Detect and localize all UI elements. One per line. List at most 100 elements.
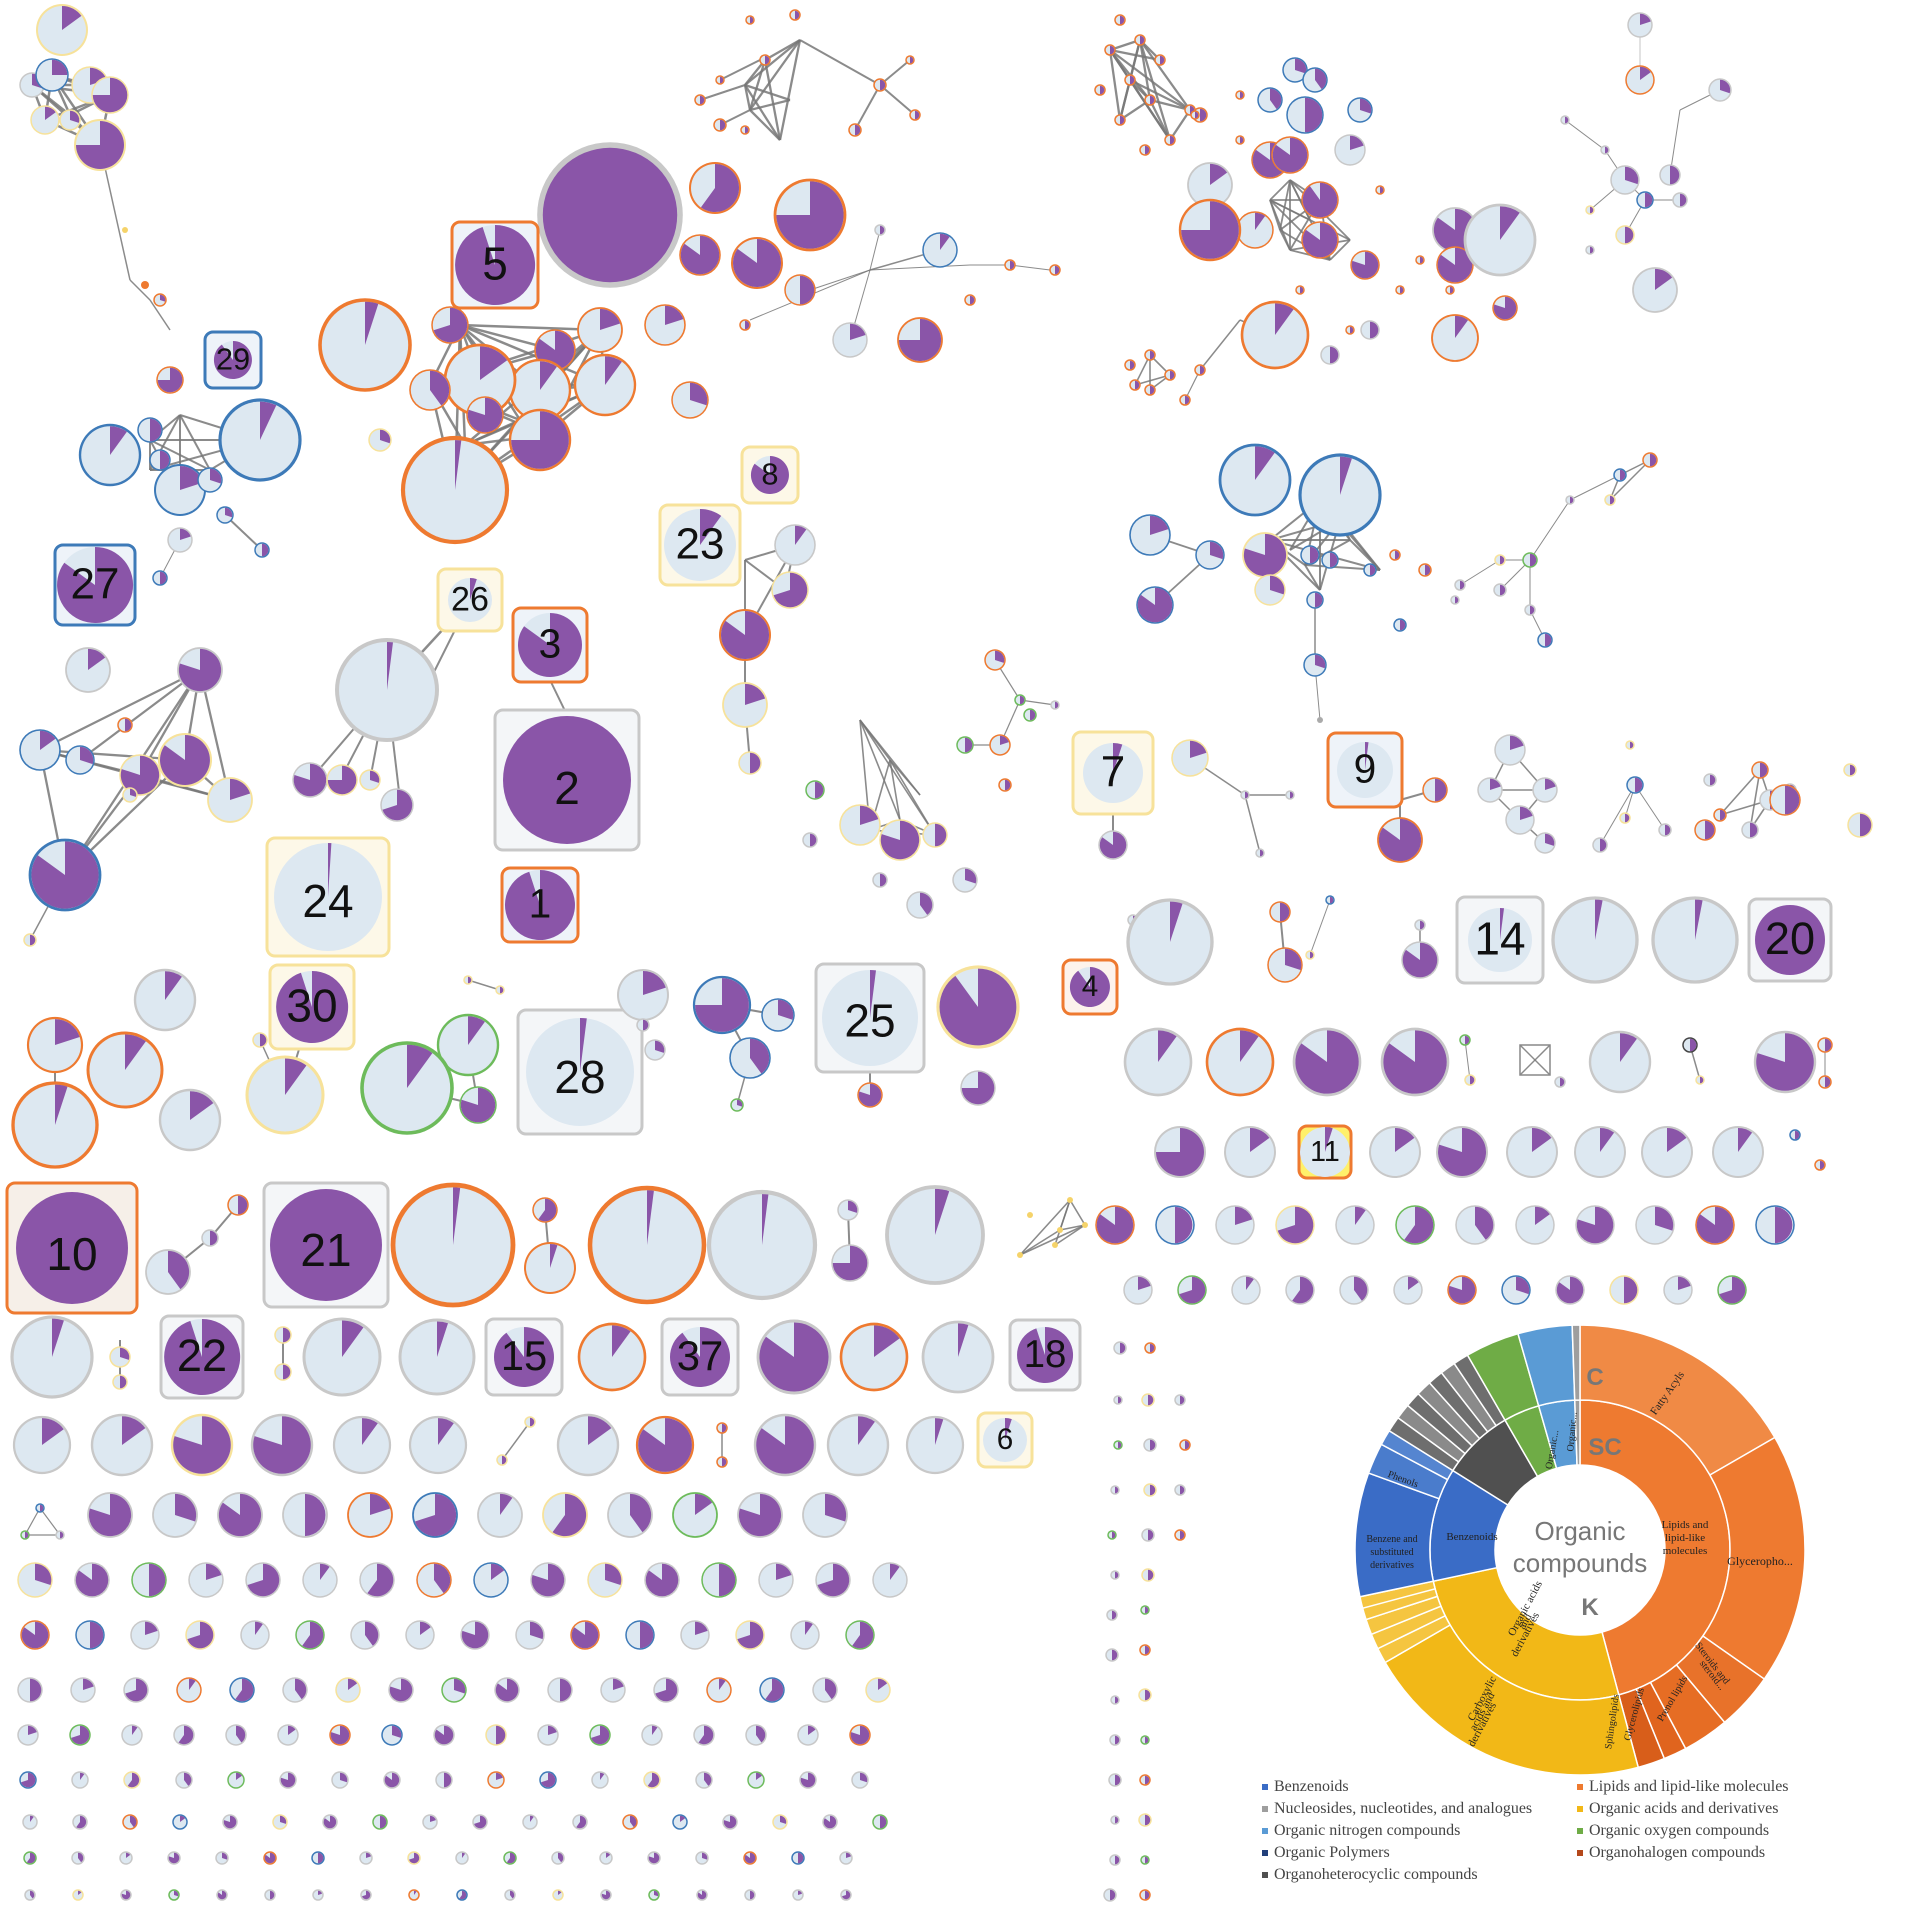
- network-node: [1236, 211, 1274, 249]
- network-node: [35, 1503, 45, 1513]
- network-node: [19, 729, 61, 771]
- network-node: [773, 178, 847, 252]
- network-node: [537, 1724, 559, 1746]
- network-node: [217, 1492, 263, 1538]
- network-node: [1814, 1159, 1826, 1171]
- network-node: [463, 975, 473, 985]
- network-node: [109, 1346, 131, 1368]
- network-node: [1321, 551, 1339, 569]
- network-node: [1194, 364, 1206, 376]
- network-node: [591, 1771, 609, 1789]
- network-node: [1658, 823, 1672, 837]
- network-node: [75, 1620, 105, 1650]
- network-node: [964, 294, 976, 306]
- network-node: [1267, 947, 1303, 983]
- network-edge: [854, 84, 881, 131]
- network-node: [1179, 1439, 1191, 1451]
- network-node: [335, 1677, 361, 1703]
- network-node: [19, 1771, 37, 1789]
- network-node: [1140, 1855, 1150, 1865]
- network-node: [784, 274, 816, 306]
- network-node: [1174, 1529, 1186, 1541]
- network-node: [91, 76, 129, 114]
- labeled-node-30: 30: [268, 963, 356, 1051]
- network-node: [1174, 1394, 1186, 1406]
- class-label-benzene: Benzene and: [1366, 1534, 1417, 1545]
- network-node: [485, 1724, 507, 1746]
- labeled-node-27: 27: [53, 543, 137, 627]
- network-node: [1418, 563, 1432, 577]
- network-node: [227, 1771, 245, 1789]
- network-node: [696, 1889, 708, 1901]
- network-node: [1138, 1813, 1152, 1827]
- network-node: [1302, 67, 1328, 93]
- node-label: 8: [761, 457, 778, 492]
- network-edge: [1109, 49, 1191, 111]
- node-label: 23: [676, 520, 725, 569]
- network-node: [1575, 1205, 1615, 1245]
- network-node: [1588, 1030, 1652, 1094]
- network-node: [1141, 1528, 1155, 1542]
- network-node: [55, 1530, 65, 1540]
- labeled-node-26: 26: [436, 567, 504, 633]
- network-node: [318, 298, 412, 392]
- network-node: [329, 1724, 351, 1746]
- network-node: [826, 1413, 890, 1477]
- network-node: [738, 751, 762, 775]
- network-node: [1445, 285, 1455, 295]
- network-node: [1113, 1341, 1127, 1355]
- sunburst-legend: Benzenoids Lipids and lipid-like molecule…: [1262, 1778, 1862, 1884]
- network-node: [587, 1185, 707, 1305]
- network-edge: [1564, 119, 1606, 151]
- network-edge: [809, 269, 871, 291]
- network-node: [1129, 514, 1171, 556]
- network-edge: [1309, 899, 1331, 956]
- network-node: [1298, 453, 1382, 537]
- legend-label: Lipids and lipid-like molecules: [1589, 1778, 1789, 1795]
- node-label: 22: [177, 1330, 227, 1381]
- superclass-label-lipids: molecules: [1663, 1545, 1708, 1557]
- network-node: [745, 15, 755, 25]
- legend-swatch: [1577, 1828, 1583, 1834]
- network-node: [745, 1724, 767, 1746]
- network-edge: [778, 39, 802, 141]
- network-node: [1174, 1484, 1186, 1496]
- network-node: [539, 1771, 557, 1789]
- network-node: [1235, 90, 1245, 100]
- network-node: [1642, 452, 1658, 468]
- network-edge: [1749, 769, 1761, 831]
- network-node: [441, 1677, 467, 1703]
- sunburst-center-label: Organic: [1534, 1516, 1625, 1546]
- network-edge: [501, 1421, 531, 1461]
- labeled-node-15: 15: [484, 1317, 564, 1397]
- network-node: [1023, 708, 1037, 722]
- network-node: [1257, 87, 1283, 113]
- network-node: [857, 1082, 883, 1108]
- network-node: [922, 822, 948, 848]
- network-node: [302, 1317, 382, 1397]
- network-node: [1114, 114, 1126, 126]
- network-edge: [1129, 79, 1171, 141]
- network-node: [173, 1724, 195, 1746]
- network-node: [1103, 1888, 1117, 1902]
- network-edge: [1118, 79, 1132, 121]
- network-edge: [1719, 769, 1761, 816]
- network-node: [653, 1677, 679, 1703]
- network-node: [312, 1889, 324, 1901]
- network-edge: [744, 83, 791, 102]
- node-label: 9: [1354, 746, 1377, 792]
- network-node: [1350, 250, 1380, 280]
- network-node: [156, 366, 184, 394]
- legend-label: Organohalogen compounds: [1589, 1844, 1766, 1861]
- network-edge: [149, 299, 171, 331]
- network-node: [335, 638, 439, 742]
- network-node: [456, 1889, 468, 1901]
- network-node: [1847, 812, 1873, 838]
- network-node: [1205, 1027, 1275, 1097]
- network-node: [121, 1724, 143, 1746]
- network-node: [1789, 1129, 1801, 1141]
- network-node: [812, 1677, 838, 1703]
- node-label: 18: [1024, 1333, 1067, 1376]
- network-node: [1627, 12, 1653, 38]
